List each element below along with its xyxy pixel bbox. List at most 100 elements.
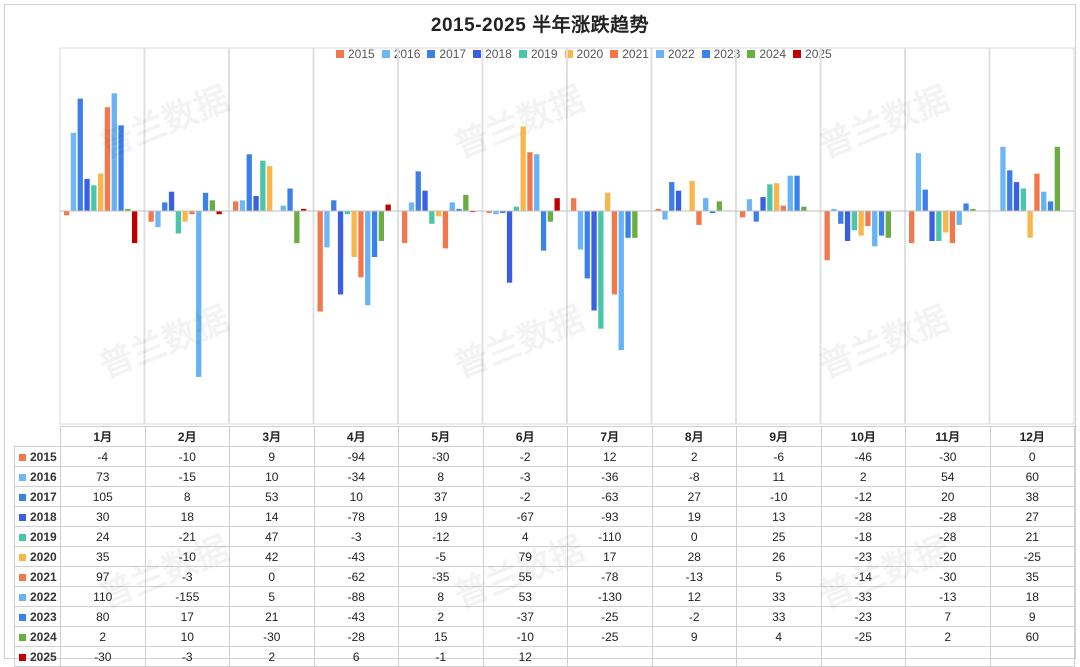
bar-2022-4月 [365,211,371,306]
bar-2021-5月 [442,211,449,249]
bar-2018-11月 [929,211,935,241]
legend-label: 2019 [530,47,558,61]
data-label: 97 [60,566,146,587]
bar-2018-6月 [506,211,513,283]
data-label: 5 [736,566,822,587]
bar-2015-10月 [824,211,830,261]
data-label: -10 [482,626,568,647]
series-row-label: 2016 [14,466,61,487]
legend-swatch [610,50,619,58]
bar-2024-8月 [716,201,722,211]
data-label: -67 [482,506,568,527]
data-label: 2 [60,626,146,647]
data-label [567,646,653,667]
data-label: -20 [905,546,991,567]
data-label: -23 [820,546,906,567]
row-series-name: 2019 [30,529,57,544]
bar-2024-11月 [970,208,976,211]
row-series-name: 2022 [30,589,57,604]
data-label [905,646,991,667]
bar-2020-12月 [1027,211,1033,238]
legend-item-2015: 2015 [336,47,375,61]
data-label: -10 [144,446,230,467]
data-label: -30 [60,646,146,667]
legend-swatch [427,50,436,58]
data-label: -62 [313,566,399,587]
bar-2019-6月 [513,206,519,211]
legend-item-2020: 2020 [564,47,603,61]
bar-2019-9月 [767,184,773,212]
bar-2020-8月 [689,181,695,211]
bar-2021-1月 [104,107,111,211]
table-row: 2023 80 17 21 -43 2 -37 -25 -2 33 -23 7 9 [14,606,1075,627]
data-label: -13 [651,566,737,587]
bar-2016-7月 [577,211,584,250]
data-label: 47 [229,526,315,547]
row-swatch [19,493,26,501]
table-row: 2022 110 -155 5 -88 8 53 -130 12 33 -33 -13 18 [14,586,1075,607]
bar-2018-1月 [84,178,90,211]
data-label: 2 [229,646,315,667]
legend-item-2025: 2025 [793,47,832,61]
bar-2016-11月 [915,153,922,211]
bar-2023-1月 [118,125,124,211]
bar-2020-7月 [605,192,611,211]
bar-2017-4月 [331,200,337,211]
bar-2015-1月 [64,211,70,216]
data-label: -30 [398,446,484,467]
bar-2023-9月 [794,175,800,211]
bar-chart [59,47,1075,425]
bar-2024-2月 [209,200,215,211]
data-label: -155 [144,586,230,607]
bar-2024-1月 [125,208,131,211]
table-corner [14,426,61,447]
bar-2017-7月 [584,211,590,279]
bar-2023-8月 [709,211,716,214]
data-label: 6 [313,646,399,667]
data-label: 37 [398,486,484,507]
legend-label: 2017 [439,47,467,61]
bar-2015-5月 [402,211,408,244]
data-label: -3 [482,466,568,487]
bar-2019-1月 [91,185,97,211]
bar-2015-6月 [486,211,492,214]
legend-label: 2022 [667,47,695,61]
data-label: 30 [60,506,146,527]
bar-2023-12月 [1047,201,1054,211]
data-label: -93 [567,506,653,527]
data-table: 1月 2月 3月 4月 5月 6月 7月 8月 9月 10月 11月 12月 2015 -4 -10 9 -94… [14,426,1075,667]
legend-swatch [381,50,390,58]
data-label: 12 [651,586,737,607]
legend-label: 2023 [713,47,741,61]
category-label: 5月 [398,426,484,447]
bar-2019-7月 [598,211,604,329]
table-header-row: 1月 2月 3月 4月 5月 6月 7月 8月 9月 10月 11月 12月 [14,426,1075,447]
bar-2025-6月 [554,198,560,211]
category-label: 2月 [144,426,230,447]
data-label: 60 [989,466,1075,487]
data-label: -3 [144,566,230,587]
bar-2025-5月 [470,211,476,213]
legend-swatch [564,50,573,58]
data-label: 21 [229,606,315,627]
data-label: 9 [229,446,315,467]
data-label: -18 [820,526,906,547]
data-label: 14 [229,506,315,527]
data-label: -43 [313,546,399,567]
series-row-label: 2020 [14,546,61,567]
bar-2022-7月 [618,211,624,351]
data-label: -5 [398,546,484,567]
data-label: -33 [820,586,906,607]
bar-2015-2月 [148,211,154,222]
row-series-name: 2017 [30,489,57,504]
data-label: -28 [820,506,906,527]
category-label: 8月 [651,426,737,447]
data-label: 10 [229,466,315,487]
data-label: -63 [567,486,653,507]
bar-2016-8月 [662,211,668,220]
data-label: -12 [398,526,484,547]
data-label: -34 [313,466,399,487]
data-label: 17 [567,546,653,567]
bar-2020-9月 [774,183,780,211]
row-swatch [19,573,26,581]
